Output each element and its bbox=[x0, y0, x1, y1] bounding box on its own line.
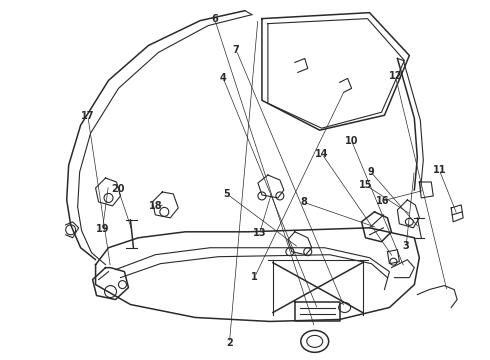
Text: 14: 14 bbox=[316, 149, 329, 159]
Text: 12: 12 bbox=[389, 71, 402, 81]
Text: 18: 18 bbox=[149, 201, 163, 211]
Text: 16: 16 bbox=[376, 196, 390, 206]
Text: 7: 7 bbox=[233, 45, 240, 55]
Text: 11: 11 bbox=[433, 165, 446, 175]
Text: 4: 4 bbox=[220, 73, 226, 83]
Text: 19: 19 bbox=[96, 225, 109, 234]
Text: 2: 2 bbox=[226, 338, 233, 348]
Text: 10: 10 bbox=[344, 136, 358, 145]
Text: 20: 20 bbox=[111, 184, 125, 194]
Text: 6: 6 bbox=[211, 14, 218, 24]
Text: 17: 17 bbox=[81, 111, 95, 121]
Text: 1: 1 bbox=[251, 272, 258, 282]
Text: 9: 9 bbox=[368, 167, 374, 177]
Text: 3: 3 bbox=[403, 241, 410, 251]
Text: 5: 5 bbox=[223, 189, 230, 199]
Text: 13: 13 bbox=[253, 228, 267, 238]
Text: 8: 8 bbox=[300, 197, 307, 207]
Text: 15: 15 bbox=[359, 180, 373, 190]
